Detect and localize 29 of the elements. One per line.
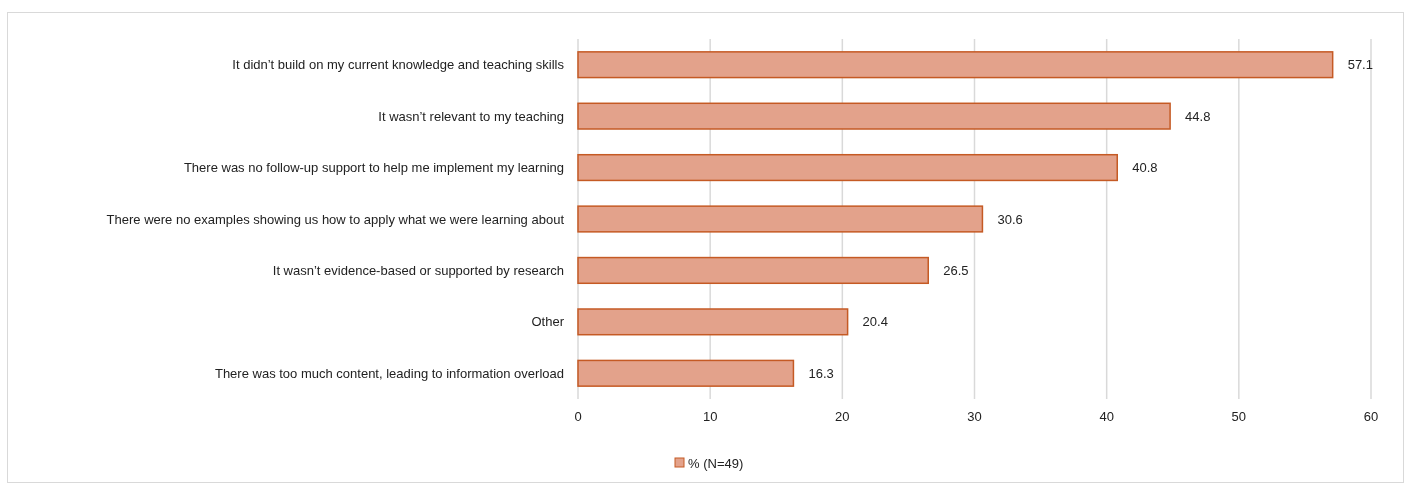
bar bbox=[577, 153, 1118, 182]
data-label: 57.1 bbox=[1347, 57, 1373, 73]
data-label: 44.8 bbox=[1185, 108, 1211, 124]
y-tick-label: There were no examples showing us how to apply what we were learning about bbox=[106, 211, 565, 227]
bar bbox=[577, 102, 1171, 130]
y-tick-label: There was too much content, leading to information overload bbox=[214, 365, 564, 381]
x-tick-label: 50 bbox=[1231, 409, 1247, 424]
bar bbox=[577, 51, 1334, 79]
bar bbox=[577, 359, 795, 387]
x-tick-label: 40 bbox=[1099, 409, 1114, 424]
y-tick-label: It wasn’t relevant to my teaching bbox=[378, 108, 564, 124]
x-tick-label: 20 bbox=[835, 409, 850, 424]
bar bbox=[577, 308, 849, 336]
y-tick-label: There was no follow-up support to help me implement my learning bbox=[183, 160, 564, 176]
y-tick-label: It didn’t build on my current knowledge and teaching skills bbox=[232, 57, 565, 73]
data-label: 16.3 bbox=[808, 365, 834, 381]
x-tick-label: 0 bbox=[574, 409, 582, 424]
x-tick-label: 10 bbox=[702, 409, 718, 424]
data-label: 30.6 bbox=[997, 211, 1023, 227]
y-tick-label: Other bbox=[531, 314, 565, 330]
bar bbox=[577, 256, 929, 285]
data-label: 40.8 bbox=[1132, 160, 1158, 176]
data-label: 20.4 bbox=[862, 314, 888, 330]
legend-label: % (N=49) bbox=[688, 455, 744, 471]
data-label: 26.5 bbox=[943, 262, 969, 278]
y-tick-label: It wasn’t evidence-based or supported by research bbox=[272, 262, 564, 278]
bar bbox=[577, 205, 984, 233]
x-tick-label: 60 bbox=[1363, 409, 1379, 424]
x-tick-label: 30 bbox=[967, 409, 982, 424]
